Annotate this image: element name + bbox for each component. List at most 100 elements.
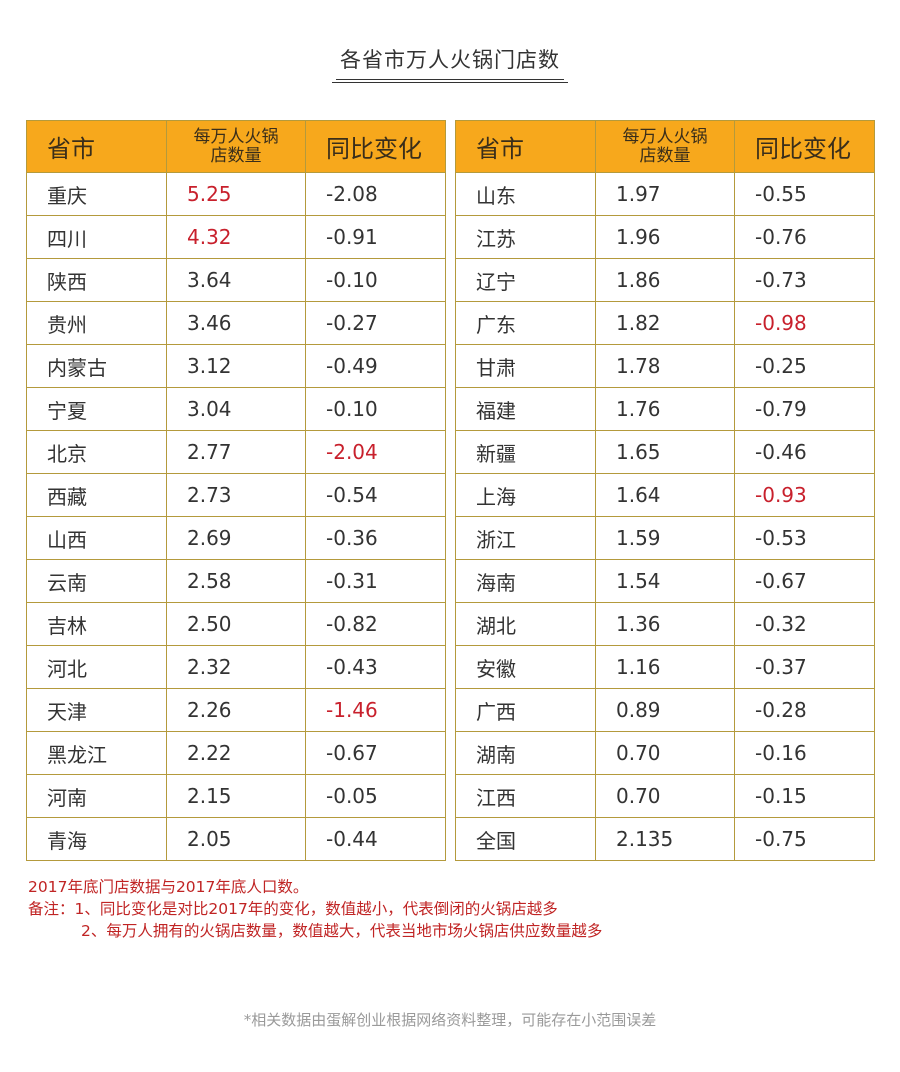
change-cell: -0.46	[734, 430, 875, 474]
right-table: 省市 每万人火锅 店数量 同比变化 山东 1.97 -0.55 江苏 1.96 -0.76…	[455, 120, 875, 861]
table-row: 海南 1.54 -0.67	[455, 559, 875, 603]
table-row: 重庆 5.25 -2.08	[26, 172, 446, 216]
density-cell: 1.54	[595, 559, 735, 603]
table-row: 上海 1.64 -0.93	[455, 473, 875, 517]
table-row: 广西 0.89 -0.28	[455, 688, 875, 732]
header-density-line1: 每万人火锅	[622, 126, 708, 147]
change-cell: -0.49	[305, 344, 446, 388]
density-cell: 2.32	[166, 645, 306, 689]
change-cell: -0.67	[734, 559, 875, 603]
table-header-row: 省市 每万人火锅 店数量 同比变化	[26, 120, 446, 173]
change-cell: -2.08	[305, 172, 446, 216]
change-cell: -0.28	[734, 688, 875, 732]
table-row: 安徽 1.16 -0.37	[455, 645, 875, 689]
header-density-line2: 店数量	[210, 145, 262, 166]
header-change: 同比变化	[305, 120, 446, 173]
left-table: 省市 每万人火锅 店数量 同比变化 重庆 5.25 -2.08 四川 4.32 -0.91…	[26, 120, 446, 861]
density-cell: 0.70	[595, 731, 735, 775]
change-cell: -0.31	[305, 559, 446, 603]
header-density: 每万人火锅 店数量	[166, 120, 306, 173]
table-row: 宁夏 3.04 -0.10	[26, 387, 446, 431]
province-cell: 福建	[455, 387, 596, 431]
header-province: 省市	[455, 120, 596, 173]
table-row: 黑龙江 2.22 -0.67	[26, 731, 446, 775]
change-cell: -0.37	[734, 645, 875, 689]
density-cell: 1.76	[595, 387, 735, 431]
province-cell: 内蒙古	[26, 344, 167, 388]
change-cell: -0.27	[305, 301, 446, 345]
header-density-line1: 每万人火锅	[193, 126, 279, 147]
notes: 2017年底门店数据与2017年底人口数。 备注：1、同比变化是对比2017年的…	[28, 876, 602, 942]
province-cell: 河北	[26, 645, 167, 689]
density-cell: 3.46	[166, 301, 306, 345]
density-cell: 1.16	[595, 645, 735, 689]
province-cell: 陕西	[26, 258, 167, 302]
change-cell: -0.15	[734, 774, 875, 818]
table-row: 浙江 1.59 -0.53	[455, 516, 875, 560]
density-cell: 1.82	[595, 301, 735, 345]
note-line-3: 2、每万人拥有的火锅店数量，数值越大，代表当地市场火锅店供应数量越多	[81, 922, 603, 940]
province-cell: 河南	[26, 774, 167, 818]
table-row: 内蒙古 3.12 -0.49	[26, 344, 446, 388]
change-cell: -0.32	[734, 602, 875, 646]
province-cell: 上海	[455, 473, 596, 517]
change-cell: -0.93	[734, 473, 875, 517]
province-cell: 湖北	[455, 602, 596, 646]
header-province: 省市	[26, 120, 167, 173]
table-row: 天津 2.26 -1.46	[26, 688, 446, 732]
table-row: 河北 2.32 -0.43	[26, 645, 446, 689]
density-cell: 2.22	[166, 731, 306, 775]
province-cell: 甘肃	[455, 344, 596, 388]
density-cell: 2.73	[166, 473, 306, 517]
table-row: 陕西 3.64 -0.10	[26, 258, 446, 302]
table-row: 湖南 0.70 -0.16	[455, 731, 875, 775]
left-table-body: 重庆 5.25 -2.08 四川 4.32 -0.91 陕西 3.64 -0.10 贵州 3.46-…	[26, 172, 446, 861]
table-row: 北京 2.77 -2.04	[26, 430, 446, 474]
change-cell: -0.10	[305, 258, 446, 302]
density-cell: 1.65	[595, 430, 735, 474]
density-cell: 0.70	[595, 774, 735, 818]
province-cell: 浙江	[455, 516, 596, 560]
density-cell: 3.04	[166, 387, 306, 431]
table-row: 西藏 2.73 -0.54	[26, 473, 446, 517]
density-cell: 2.50	[166, 602, 306, 646]
table-row: 全国 2.135 -0.75	[455, 817, 875, 861]
province-cell: 黑龙江	[26, 731, 167, 775]
density-cell: 4.32	[166, 215, 306, 259]
table-row: 湖北 1.36 -0.32	[455, 602, 875, 646]
density-cell: 2.58	[166, 559, 306, 603]
change-cell: -0.67	[305, 731, 446, 775]
table-row: 云南 2.58 -0.31	[26, 559, 446, 603]
table-row: 四川 4.32 -0.91	[26, 215, 446, 259]
page-title: 各省市万人火锅门店数	[332, 44, 568, 83]
table-row: 河南 2.15 -0.05	[26, 774, 446, 818]
province-cell: 海南	[455, 559, 596, 603]
density-cell: 1.59	[595, 516, 735, 560]
province-cell: 山东	[455, 172, 596, 216]
province-cell: 湖南	[455, 731, 596, 775]
header-change: 同比变化	[734, 120, 875, 173]
change-cell: -1.46	[305, 688, 446, 732]
province-cell: 吉林	[26, 602, 167, 646]
right-table-body: 山东 1.97 -0.55 江苏 1.96 -0.76 辽宁 1.86 -0.73 广东 1.82-…	[455, 172, 875, 861]
title-container: 各省市万人火锅门店数	[0, 44, 900, 83]
change-cell: -0.54	[305, 473, 446, 517]
province-cell: 青海	[26, 817, 167, 861]
province-cell: 四川	[26, 215, 167, 259]
change-cell: -0.75	[734, 817, 875, 861]
province-cell: 北京	[26, 430, 167, 474]
table-row: 山东 1.97 -0.55	[455, 172, 875, 216]
density-cell: 2.15	[166, 774, 306, 818]
change-cell: -0.43	[305, 645, 446, 689]
change-cell: -0.82	[305, 602, 446, 646]
change-cell: -0.53	[734, 516, 875, 560]
province-cell: 重庆	[26, 172, 167, 216]
density-cell: 1.64	[595, 473, 735, 517]
change-cell: -0.16	[734, 731, 875, 775]
header-density-line2: 店数量	[639, 145, 691, 166]
density-cell: 3.64	[166, 258, 306, 302]
change-cell: -2.04	[305, 430, 446, 474]
province-cell: 西藏	[26, 473, 167, 517]
density-cell: 2.135	[595, 817, 735, 861]
change-cell: -0.05	[305, 774, 446, 818]
